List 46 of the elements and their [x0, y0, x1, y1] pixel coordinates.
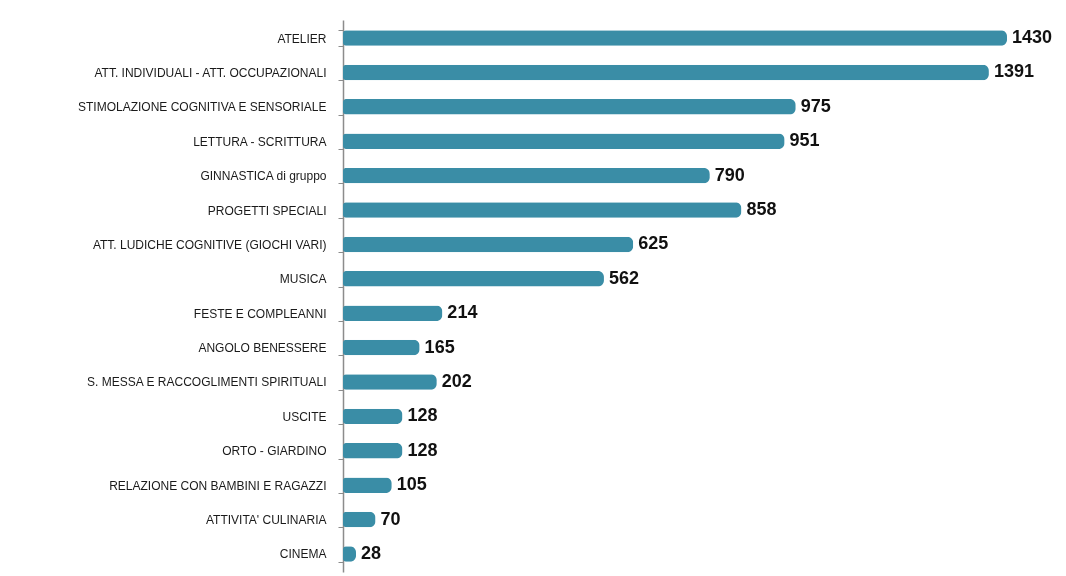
bar: [343, 408, 403, 425]
y-tick-label: S. MESSA E RACCOGLIMENTI SPIRITUALI: [87, 375, 327, 390]
bar: [343, 443, 403, 459]
data-label: 858: [746, 199, 777, 220]
data-label: 975: [800, 95, 831, 116]
y-tick-label: FESTE E COMPLEANNI: [193, 306, 327, 321]
bar: [343, 511, 376, 528]
y-tick-label: ATELIER: [277, 31, 327, 46]
data-label: 165: [424, 336, 455, 357]
data-label: 128: [407, 405, 438, 426]
data-label: 202: [441, 370, 472, 391]
data-label: 625: [638, 233, 669, 254]
bar: [343, 236, 634, 253]
bar: [343, 271, 604, 287]
data-label: 951: [789, 130, 820, 151]
y-tick-label: LETTURA - SCRITTURA: [193, 134, 327, 149]
data-label: 70: [380, 508, 401, 529]
bar: [343, 202, 742, 218]
y-tick-label: USCITE: [282, 409, 327, 424]
data-label: 562: [608, 267, 639, 288]
bar: [343, 99, 796, 115]
y-tick-label: ATTIVITA' CULINARIA: [205, 513, 327, 528]
y-tick-label: PROGETTI SPECIALI: [207, 203, 327, 218]
y-tick-label: ORTO - GIARDINO: [222, 444, 327, 459]
y-tick-label: STIMOLAZIONE COGNITIVA E SENSORIALE: [78, 100, 327, 115]
bar: [343, 339, 420, 356]
data-label: 105: [396, 474, 427, 495]
data-label: 790: [714, 164, 745, 185]
bar: [343, 30, 1007, 46]
y-tick-label: ANGOLO BENESSERE: [198, 341, 327, 356]
data-label: 28: [361, 542, 382, 563]
y-tick-label: GINNASTICA di gruppo: [200, 169, 327, 184]
y-tick-label: ATT. LUDICHE COGNITIVE (GIOCHI VARI): [92, 237, 327, 252]
bar: [343, 477, 392, 493]
data-label: 214: [447, 302, 478, 323]
bar: [343, 133, 785, 149]
bar: [343, 64, 989, 81]
bar: [343, 305, 443, 321]
y-tick-label: RELAZIONE CON BAMBINI E RAGAZZI: [109, 478, 327, 493]
bar: [343, 167, 710, 184]
y-tick-label: MUSICA: [279, 272, 327, 287]
y-tick-label: CINEMA: [279, 547, 327, 562]
data-label: 1391: [993, 61, 1034, 82]
data-label: 1430: [1012, 27, 1053, 48]
y-tick-label: ATT. INDIVIDUALI - ATT. OCCUPAZIONALI: [94, 65, 327, 80]
data-label: 128: [407, 439, 438, 460]
